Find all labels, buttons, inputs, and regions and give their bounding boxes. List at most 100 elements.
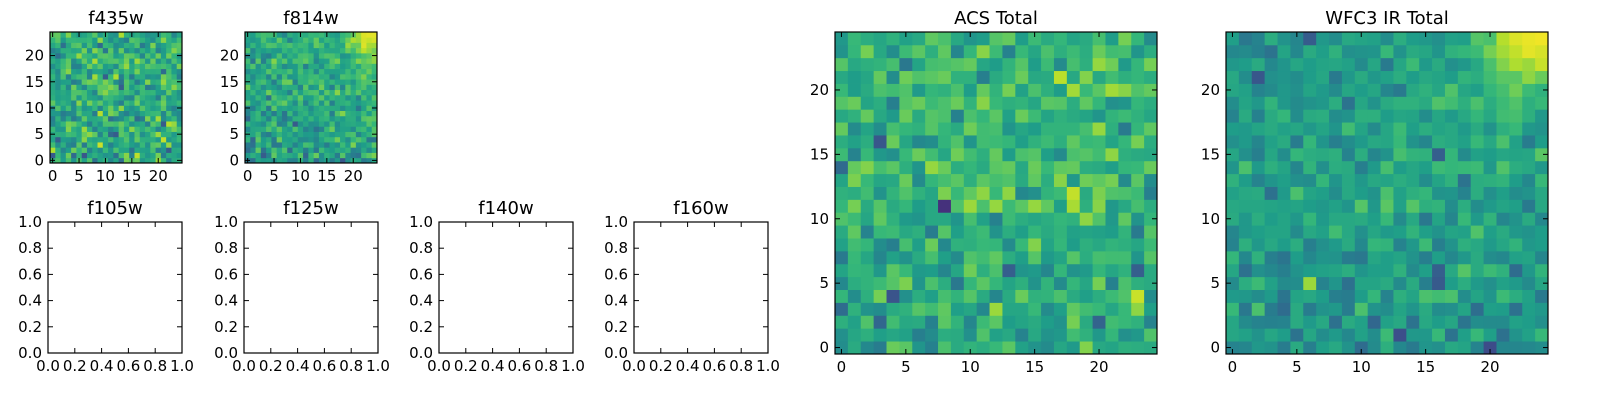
heatmap-cell xyxy=(1380,83,1394,97)
heatmap-cell xyxy=(1522,341,1536,355)
heatmap-cell xyxy=(1277,160,1291,175)
heatmap-cell xyxy=(276,147,283,153)
heatmap-cell xyxy=(963,44,978,59)
heatmap-cell xyxy=(1290,96,1304,110)
heatmap-cell xyxy=(1341,122,1356,136)
heatmap-cell xyxy=(250,79,256,85)
heatmap-cell xyxy=(71,89,77,96)
heatmap-cell xyxy=(1483,302,1497,316)
heatmap-cell xyxy=(297,47,304,54)
x-tick-label: 1.0 xyxy=(366,357,390,375)
heatmap-cell xyxy=(912,328,926,342)
heatmap-cell xyxy=(250,157,256,164)
heatmap-cell xyxy=(1118,341,1132,355)
heatmap-cell xyxy=(171,142,178,148)
heatmap-cell xyxy=(55,100,61,106)
heatmap-cell xyxy=(1329,276,1343,290)
heatmap-cell xyxy=(139,47,146,54)
heatmap-cell xyxy=(1066,160,1081,175)
heatmap-cell xyxy=(1066,341,1081,355)
heatmap-cell xyxy=(281,32,288,38)
heatmap-cell xyxy=(297,89,304,96)
heatmap-cell xyxy=(271,37,278,43)
heatmap-cell xyxy=(1144,122,1158,136)
heatmap-cell xyxy=(860,289,875,303)
heatmap-cell xyxy=(92,58,98,64)
heatmap-cell xyxy=(292,115,299,122)
heatmap-cell xyxy=(329,142,336,148)
heatmap-cell xyxy=(1406,341,1420,355)
heatmap-cell xyxy=(250,42,256,49)
heatmap-cell xyxy=(55,147,61,153)
heatmap-cell xyxy=(150,37,156,43)
heatmap-cell xyxy=(281,42,288,49)
heatmap-cell xyxy=(118,110,125,117)
heatmap-cell xyxy=(260,63,267,70)
heatmap-cell xyxy=(250,52,256,59)
heatmap-cell xyxy=(1303,199,1317,213)
heatmap-cell xyxy=(292,63,299,70)
heatmap-cell xyxy=(65,94,72,101)
heatmap-cell xyxy=(176,73,183,80)
heatmap-cell xyxy=(97,142,104,148)
heatmap-cell xyxy=(123,37,130,43)
axes-frame xyxy=(438,221,574,354)
heatmap-cell xyxy=(963,212,978,226)
heatmap-cell xyxy=(334,47,341,54)
heatmap-cell xyxy=(60,152,67,159)
heatmap-cell xyxy=(318,63,325,70)
heatmap-cell xyxy=(912,289,926,303)
heatmap-cell xyxy=(976,250,990,265)
heatmap-cell xyxy=(950,122,965,136)
heatmap-cell xyxy=(1316,276,1330,290)
heatmap-cell xyxy=(1444,199,1459,213)
heatmap-cell xyxy=(155,47,162,54)
heatmap-cell xyxy=(1028,315,1042,329)
heatmap-cell xyxy=(371,32,378,38)
heatmap-cell xyxy=(266,100,272,106)
y-tick-label: 0.2 xyxy=(409,318,433,336)
heatmap-cell xyxy=(86,68,93,75)
heatmap-cell xyxy=(847,212,862,226)
heatmap-cell xyxy=(1496,302,1510,316)
heatmap-cell xyxy=(81,152,88,159)
heatmap-cell xyxy=(1367,122,1381,136)
heatmap-cell xyxy=(123,79,130,85)
heatmap-cell xyxy=(324,63,330,70)
x-tick-label: 5 xyxy=(74,167,84,185)
heatmap-cell xyxy=(86,52,93,59)
heatmap-cell xyxy=(950,57,965,72)
heatmap-cell xyxy=(1444,147,1459,162)
heatmap-cell xyxy=(76,73,83,80)
heatmap-cell xyxy=(276,142,283,148)
heatmap-cell xyxy=(361,115,367,122)
heatmap-cell xyxy=(1432,173,1446,187)
heatmap-cell xyxy=(1015,83,1029,97)
heatmap-cell xyxy=(287,58,293,64)
heatmap-cell xyxy=(118,136,125,143)
heatmap-cell xyxy=(886,212,900,226)
heatmap-cell xyxy=(1419,315,1433,329)
heatmap-cell xyxy=(1053,44,1068,59)
heatmap-cell xyxy=(176,110,183,117)
heatmap-cell xyxy=(76,110,83,117)
heatmap-cell xyxy=(366,89,373,96)
heatmap-cell xyxy=(1290,212,1304,226)
heatmap-cell xyxy=(1496,135,1510,149)
heatmap-cell xyxy=(255,52,262,59)
heatmap-cell xyxy=(1041,44,1055,59)
heatmap-cell xyxy=(1144,328,1158,342)
heatmap-cell xyxy=(129,105,135,111)
heatmap-cell xyxy=(1496,328,1510,342)
heatmap-cell xyxy=(92,157,98,164)
heatmap-cell xyxy=(1444,328,1459,342)
heatmap-cell xyxy=(860,276,875,290)
heatmap-cell xyxy=(134,37,141,43)
heatmap-cell xyxy=(1238,238,1253,252)
heatmap-cell xyxy=(324,79,330,85)
heatmap-cell xyxy=(139,37,146,43)
heatmap-cell xyxy=(60,89,67,96)
heatmap-cell xyxy=(166,115,172,122)
heatmap-cell xyxy=(55,58,61,64)
